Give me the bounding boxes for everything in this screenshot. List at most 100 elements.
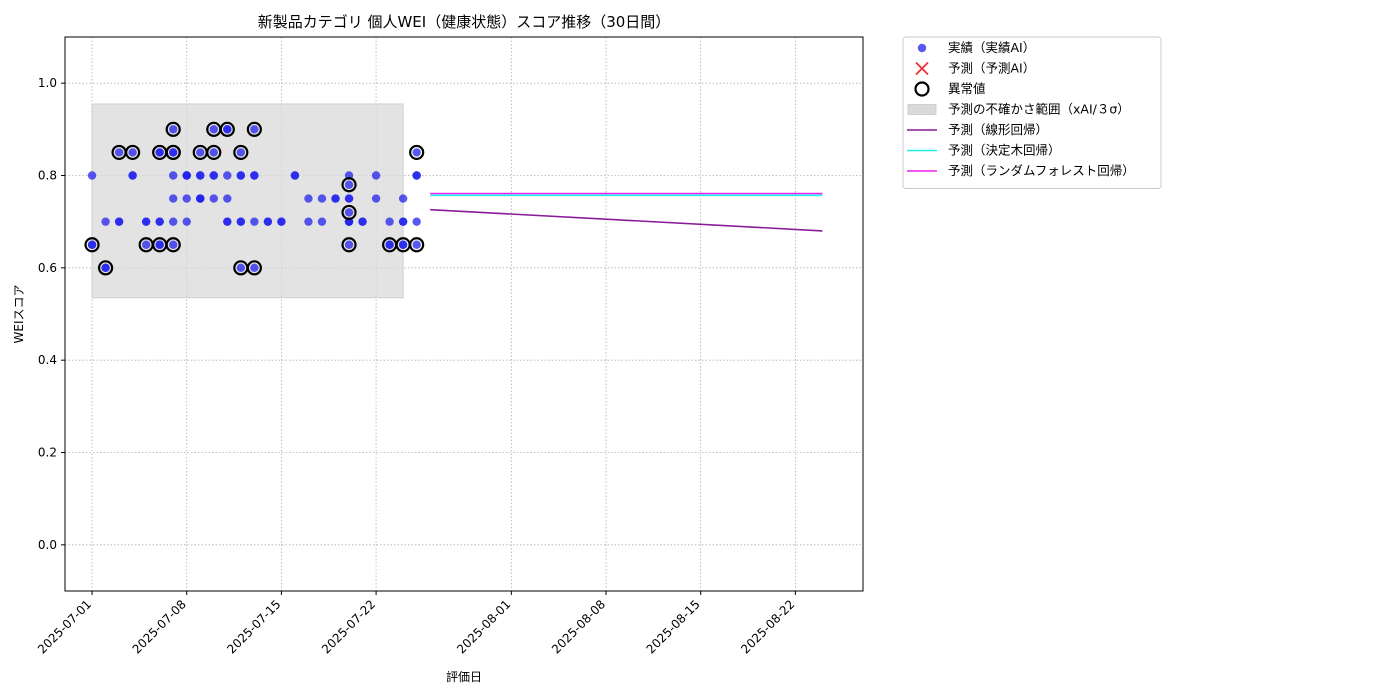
actual-point (223, 171, 232, 180)
actual-point (182, 217, 191, 226)
actual-point (169, 194, 178, 203)
actual-point (304, 217, 313, 226)
actual-point (412, 217, 421, 226)
x-tick-label: 2025-08-22 (738, 597, 797, 656)
anomaly-marker (165, 121, 181, 137)
anomaly-marker (206, 144, 222, 161)
legend-predicted-cross-icon (915, 61, 929, 76)
actual-point (114, 217, 124, 226)
actual-point (385, 240, 394, 249)
actual-point (331, 194, 340, 203)
anomaly-marker (409, 237, 425, 253)
actual-point (223, 217, 232, 226)
actual-point (209, 171, 218, 180)
legend-label: 実績（実績AI） (948, 40, 1035, 55)
actual-point (250, 171, 259, 180)
x-axis-label: 評価日 (446, 669, 482, 684)
actual-point (277, 217, 286, 226)
legend-band-handle (907, 104, 937, 115)
x-axis-ticks: 2025-07-01 2025-07-08 2025-07-15 2025-07-22… (35, 591, 797, 656)
anomaly-marker (341, 177, 357, 193)
x-tick-label: 2025-07-22 (319, 597, 378, 656)
legend-actual-handle (917, 43, 927, 53)
actual-point (196, 171, 205, 180)
actual-point (398, 217, 408, 226)
actual-point (412, 148, 421, 157)
actual-point (223, 194, 232, 203)
anomaly-marker (233, 144, 249, 161)
actual-point (344, 208, 354, 217)
y-tick-label: 0.0 (38, 538, 57, 552)
y-tick-label: 0.4 (38, 353, 57, 367)
actual-point (169, 171, 178, 180)
legend-label: 予測（ランダムフォレスト回帰） (948, 163, 1135, 178)
y-tick-label: 0.2 (38, 446, 57, 460)
actual-point (263, 217, 273, 226)
actual-point (87, 171, 97, 180)
actual-point (236, 263, 246, 273)
anomaly-marker (246, 121, 262, 137)
y-axis-label: WEIスコア (12, 285, 26, 344)
linear-regression-line (430, 208, 823, 232)
actual-point (344, 194, 354, 203)
actual-point (371, 194, 381, 203)
actual-point (317, 194, 327, 203)
y-axis-ticks: 0.0 0.2 0.4 0.6 0.8 1.0 (38, 76, 65, 552)
actual-point (155, 217, 164, 226)
actual-point (182, 171, 191, 180)
x-tick-label: 2025-08-01 (454, 597, 513, 656)
actual-point (344, 180, 354, 189)
anomaly-marker (341, 204, 357, 221)
legend-label: 異常値 (948, 81, 986, 96)
legend-label: 予測（予測AI） (948, 61, 1035, 76)
prediction-lines (430, 192, 823, 232)
actual-point (398, 194, 408, 203)
actual-point (114, 148, 124, 157)
actual-point (101, 263, 110, 273)
chart-title: 新製品カテゴリ 個人WEI（健康状態）スコア推移（30日間） (258, 13, 671, 31)
anomaly-marker (341, 237, 357, 253)
y-tick-label: 1.0 (38, 76, 57, 90)
actual-point (169, 217, 178, 226)
actual-point (209, 194, 218, 203)
anomaly-marker (409, 144, 425, 161)
actual-point (398, 240, 408, 249)
x-tick-label: 2025-07-01 (35, 597, 94, 656)
actual-point (209, 148, 218, 157)
actual-point (358, 217, 367, 226)
actual-point (155, 148, 164, 157)
actual-point (128, 171, 137, 180)
anomaly-marker (97, 260, 114, 276)
actual-point (223, 125, 232, 134)
anomaly-marker (165, 144, 181, 161)
actual-point (250, 217, 259, 226)
actual-point (250, 125, 259, 134)
plot-frame (64, 36, 864, 592)
actual-point (169, 240, 178, 249)
actual-point (141, 240, 151, 249)
actual-point (101, 217, 110, 226)
x-tick-label: 2025-08-08 (549, 597, 608, 656)
actual-point (141, 217, 151, 226)
actual-point (385, 217, 394, 226)
anomaly-marker (219, 121, 235, 137)
actual-point (317, 217, 327, 226)
anomaly-markers (84, 121, 425, 276)
actual-points (87, 125, 421, 273)
actual-point (236, 148, 246, 157)
actual-point (236, 217, 246, 226)
actual-point (344, 240, 354, 249)
actual-point (290, 171, 300, 180)
actual-point (182, 194, 191, 203)
legend-label: 予測の不確かさ範囲（xAI/３σ） (948, 102, 1130, 117)
plot-area (64, 36, 864, 592)
actual-point (128, 148, 137, 157)
actual-point (169, 148, 178, 157)
anomaly-marker (125, 144, 141, 161)
anomaly-marker (246, 260, 262, 276)
x-tick-label: 2025-07-08 (130, 597, 189, 656)
actual-point (87, 240, 97, 249)
anomaly-marker (165, 237, 181, 253)
